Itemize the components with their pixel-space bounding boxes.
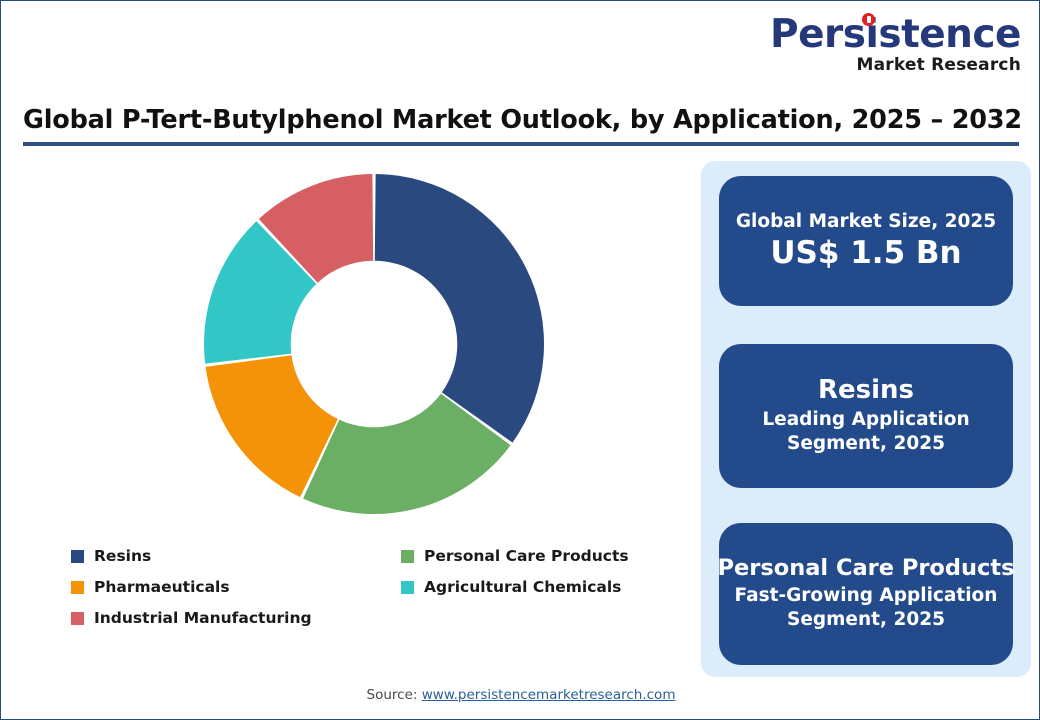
kpi-headline: Resins: [817, 375, 915, 406]
brand-name-text: Persistence: [770, 12, 1022, 57]
brand-tagline: Market Research: [856, 55, 1021, 75]
legend-label: Personal Care Products: [424, 547, 629, 565]
donut-slice[interactable]: [374, 174, 544, 443]
legend-label: Agricultural Chemicals: [424, 578, 622, 596]
legend-item-industrial-manufacturing[interactable]: Industrial Manufacturing: [71, 609, 401, 627]
legend-row: Resins Personal Care Products: [71, 547, 681, 565]
donut-chart: [204, 174, 544, 514]
chart-legend: Resins Personal Care Products Pharmaeuti…: [71, 547, 681, 640]
legend-swatch-icon: [401, 580, 414, 594]
legend-swatch-icon: [401, 549, 414, 563]
legend-swatch-icon: [71, 611, 84, 625]
source-url-link[interactable]: www.persistencemarketresearch.com: [421, 687, 676, 703]
kpi-headline: Personal Care Products: [717, 555, 1015, 582]
legend-row: Industrial Manufacturing: [71, 609, 681, 627]
brand-name: Persistence: [770, 12, 1022, 57]
kpi-panel: Global Market Size, 2025 US$ 1.5 Bn Resi…: [701, 161, 1031, 677]
kpi-value: US$ 1.5 Bn: [770, 235, 962, 272]
legend-label: Resins: [94, 547, 152, 565]
kpi-card-leading-segment[interactable]: Resins Leading Application Segment, 2025: [719, 344, 1013, 488]
legend-item-personal-care-products[interactable]: Personal Care Products: [401, 547, 629, 565]
source-prefix: Source:: [366, 687, 422, 703]
page-title: Global P-Tert-Butylphenol Market Outlook…: [23, 105, 1022, 135]
donut-slice[interactable]: [303, 393, 511, 514]
donut-slice[interactable]: [258, 174, 374, 283]
title-block: Global P-Tert-Butylphenol Market Outlook…: [23, 105, 1022, 146]
legend-swatch-icon: [71, 580, 84, 594]
legend-row: Pharmaeuticals Agricultural Chemicals: [71, 578, 681, 596]
red-location-dot-icon: [862, 13, 875, 26]
legend-label: Industrial Manufacturing: [94, 609, 312, 627]
legend-item-resins[interactable]: Resins: [71, 547, 401, 565]
legend-swatch-icon: [71, 549, 84, 563]
kpi-sub-line-1: Leading Application: [762, 409, 970, 431]
title-underline-rule: [23, 142, 1019, 146]
legend-label: Pharmaeuticals: [94, 578, 230, 596]
donut-slices: [204, 174, 544, 514]
donut-slice[interactable]: [204, 221, 317, 364]
kpi-caption: Global Market Size, 2025: [735, 210, 997, 232]
kpi-sub-line-1: Fast-Growing Application: [734, 585, 998, 607]
legend-item-pharmaeuticals[interactable]: Pharmaeuticals: [71, 578, 401, 596]
kpi-sub-line-2: Segment, 2025: [787, 608, 945, 630]
donut-slice[interactable]: [205, 355, 338, 498]
kpi-sub-line-2: Segment, 2025: [787, 432, 945, 454]
source-footer: Source: www.persistencemarketresearch.co…: [1, 687, 1039, 703]
brand-logo: Persistence Market Research: [770, 12, 1022, 75]
legend-item-agricultural-chemicals[interactable]: Agricultural Chemicals: [401, 578, 621, 596]
kpi-card-fast-growing-segment[interactable]: Personal Care Products Fast-Growing Appl…: [717, 523, 1015, 665]
kpi-card-market-size[interactable]: Global Market Size, 2025 US$ 1.5 Bn: [719, 176, 1013, 306]
chart-area: [21, 161, 681, 541]
